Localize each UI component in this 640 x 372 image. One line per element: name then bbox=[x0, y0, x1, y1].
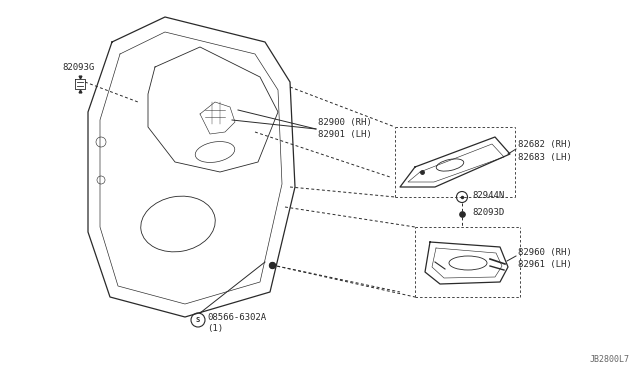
Text: 82093D: 82093D bbox=[472, 208, 504, 217]
Text: 08566-6302A: 08566-6302A bbox=[207, 312, 266, 321]
Text: 82682 (RH): 82682 (RH) bbox=[518, 140, 572, 148]
Text: JB2800L7: JB2800L7 bbox=[590, 355, 630, 364]
Text: 82900 (RH): 82900 (RH) bbox=[318, 118, 372, 127]
Text: (1): (1) bbox=[207, 324, 223, 334]
Text: 82944N: 82944N bbox=[472, 190, 504, 199]
Text: S: S bbox=[196, 317, 200, 323]
Text: 82901 (LH): 82901 (LH) bbox=[318, 130, 372, 139]
Text: 82960 (RH): 82960 (RH) bbox=[518, 247, 572, 257]
Text: 82093G: 82093G bbox=[62, 63, 94, 72]
Text: 82961 (LH): 82961 (LH) bbox=[518, 260, 572, 269]
Text: 82683 (LH): 82683 (LH) bbox=[518, 153, 572, 161]
